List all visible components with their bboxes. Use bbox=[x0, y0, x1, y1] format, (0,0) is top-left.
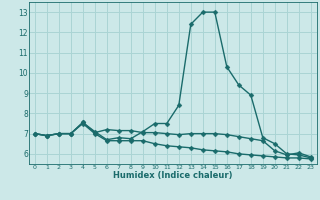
X-axis label: Humidex (Indice chaleur): Humidex (Indice chaleur) bbox=[113, 171, 233, 180]
